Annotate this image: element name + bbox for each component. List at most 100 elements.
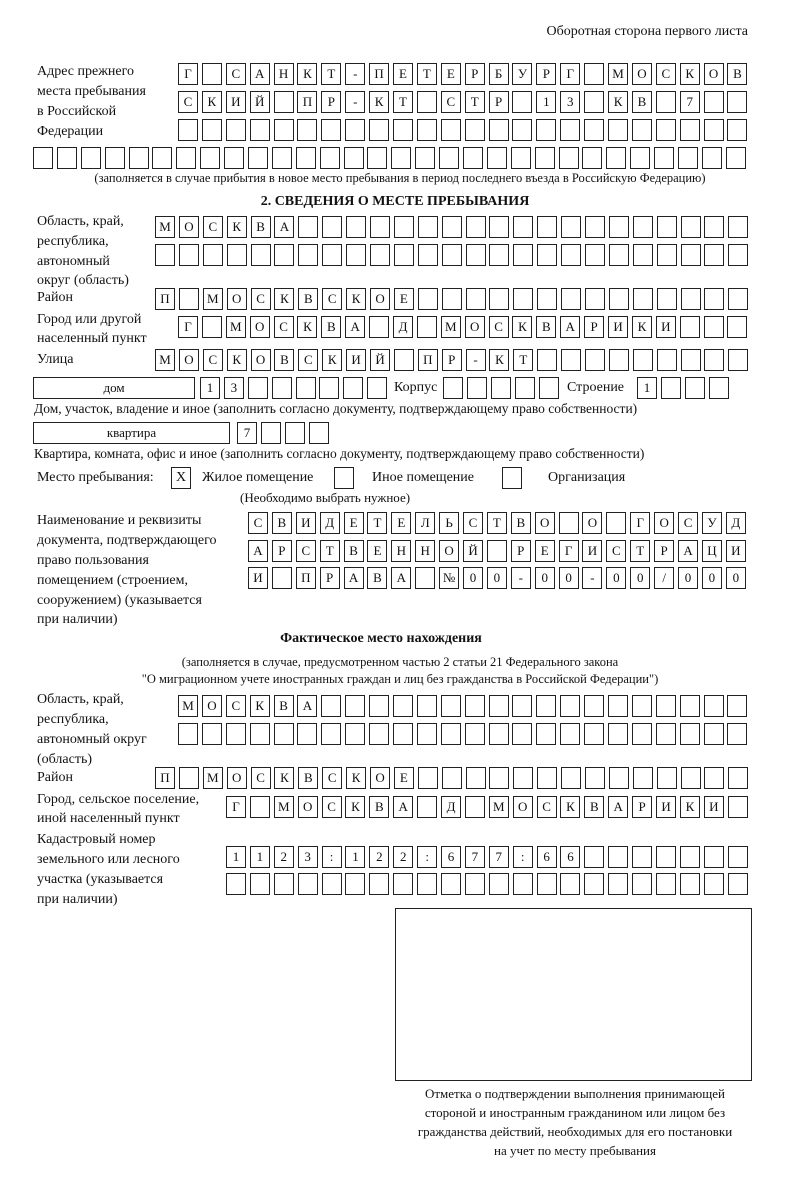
korpus-row[interactable] [443, 377, 562, 399]
char-cell[interactable] [321, 873, 342, 895]
char-cell[interactable] [584, 873, 605, 895]
char-cell[interactable] [321, 119, 342, 141]
char-cell[interactable]: В [510, 512, 531, 534]
char-cell[interactable]: С [202, 216, 223, 238]
char-cell[interactable]: 6 [536, 846, 557, 868]
char-cell[interactable]: В [271, 512, 292, 534]
char-cell[interactable] [560, 873, 581, 895]
char-cell[interactable]: С [202, 349, 223, 371]
char-cell[interactable]: К [322, 349, 343, 371]
char-cell[interactable] [679, 873, 700, 895]
char-cell[interactable] [631, 723, 652, 745]
char-cell[interactable] [585, 288, 606, 310]
char-cell[interactable] [608, 695, 629, 717]
char-cell[interactable]: С [295, 540, 316, 562]
char-cell[interactable] [393, 216, 414, 238]
char-cell[interactable]: К [679, 796, 700, 818]
char-cell[interactable] [345, 723, 366, 745]
char-cell[interactable]: № [439, 567, 460, 589]
char-cell[interactable] [630, 147, 651, 169]
char-cell[interactable] [464, 873, 485, 895]
char-cell[interactable]: 0 [534, 567, 555, 589]
char-cell[interactable]: Е [393, 767, 414, 789]
char-cell[interactable] [464, 119, 485, 141]
char-cell[interactable] [176, 147, 197, 169]
previous-address-row-4[interactable] [33, 147, 750, 169]
char-cell[interactable]: К [346, 767, 367, 789]
char-cell[interactable] [512, 91, 533, 113]
char-cell[interactable]: С [322, 288, 343, 310]
char-cell[interactable]: Е [393, 63, 414, 85]
checkbox-other-premises[interactable] [334, 467, 354, 489]
char-cell[interactable] [441, 767, 462, 789]
char-cell[interactable]: О [534, 512, 555, 534]
char-cell[interactable] [537, 767, 558, 789]
char-cell[interactable] [274, 244, 295, 266]
char-cell[interactable]: И [346, 349, 367, 371]
char-cell[interactable] [201, 119, 222, 141]
char-cell[interactable] [728, 288, 749, 310]
char-cell[interactable]: Е [343, 512, 364, 534]
char-cell[interactable] [537, 349, 558, 371]
char-cell[interactable] [443, 377, 463, 399]
char-cell[interactable] [346, 244, 367, 266]
char-cell[interactable] [704, 349, 725, 371]
char-cell[interactable]: Ь [439, 512, 460, 534]
char-cell[interactable] [488, 119, 509, 141]
char-cell[interactable] [561, 244, 582, 266]
char-cell[interactable]: 1 [200, 377, 220, 399]
char-cell[interactable] [680, 288, 701, 310]
char-cell[interactable] [416, 695, 437, 717]
char-cell[interactable]: М [608, 63, 629, 85]
char-cell[interactable]: К [249, 695, 270, 717]
char-cell[interactable]: 0 [701, 567, 722, 589]
char-cell[interactable] [297, 873, 318, 895]
char-cell[interactable]: К [345, 796, 366, 818]
char-cell[interactable]: О [226, 767, 247, 789]
char-cell[interactable] [417, 796, 438, 818]
char-cell[interactable]: М [155, 349, 175, 371]
char-cell[interactable]: С [488, 316, 509, 338]
char-cell[interactable]: О [370, 288, 391, 310]
char-cell[interactable]: В [298, 288, 319, 310]
char-cell[interactable]: К [346, 288, 367, 310]
char-cell[interactable]: Г [560, 63, 581, 85]
char-cell[interactable]: М [202, 767, 223, 789]
char-cell[interactable]: К [226, 216, 247, 238]
char-cell[interactable] [489, 216, 510, 238]
char-cell[interactable]: А [297, 695, 318, 717]
char-cell[interactable] [584, 723, 605, 745]
char-cell[interactable]: С [678, 512, 699, 534]
char-cell[interactable]: Т [464, 91, 485, 113]
char-cell[interactable]: Б [488, 63, 509, 85]
char-cell[interactable] [319, 377, 340, 399]
char-cell[interactable] [369, 316, 390, 338]
char-cell[interactable]: : [512, 846, 533, 868]
char-cell[interactable]: М [178, 695, 198, 717]
char-cell[interactable] [584, 695, 605, 717]
char-cell[interactable]: М [155, 216, 175, 238]
char-cell[interactable]: 0 [606, 567, 627, 589]
char-cell[interactable] [440, 695, 461, 717]
char-cell[interactable] [369, 873, 390, 895]
char-cell[interactable] [201, 723, 222, 745]
char-cell[interactable] [249, 796, 270, 818]
char-cell[interactable] [273, 91, 294, 113]
char-cell[interactable] [271, 147, 292, 169]
char-cell[interactable]: 0 [558, 567, 579, 589]
char-cell[interactable] [512, 119, 533, 141]
char-cell[interactable]: - [582, 567, 603, 589]
char-cell[interactable] [319, 147, 340, 169]
char-cell[interactable] [417, 288, 438, 310]
char-cell[interactable] [703, 695, 724, 717]
char-cell[interactable] [514, 377, 535, 399]
char-cell[interactable]: К [679, 63, 700, 85]
char-cell[interactable]: О [178, 216, 199, 238]
char-cell[interactable] [680, 349, 701, 371]
char-cell[interactable] [490, 377, 511, 399]
char-cell[interactable]: М [488, 796, 509, 818]
char-cell[interactable]: В [369, 796, 390, 818]
